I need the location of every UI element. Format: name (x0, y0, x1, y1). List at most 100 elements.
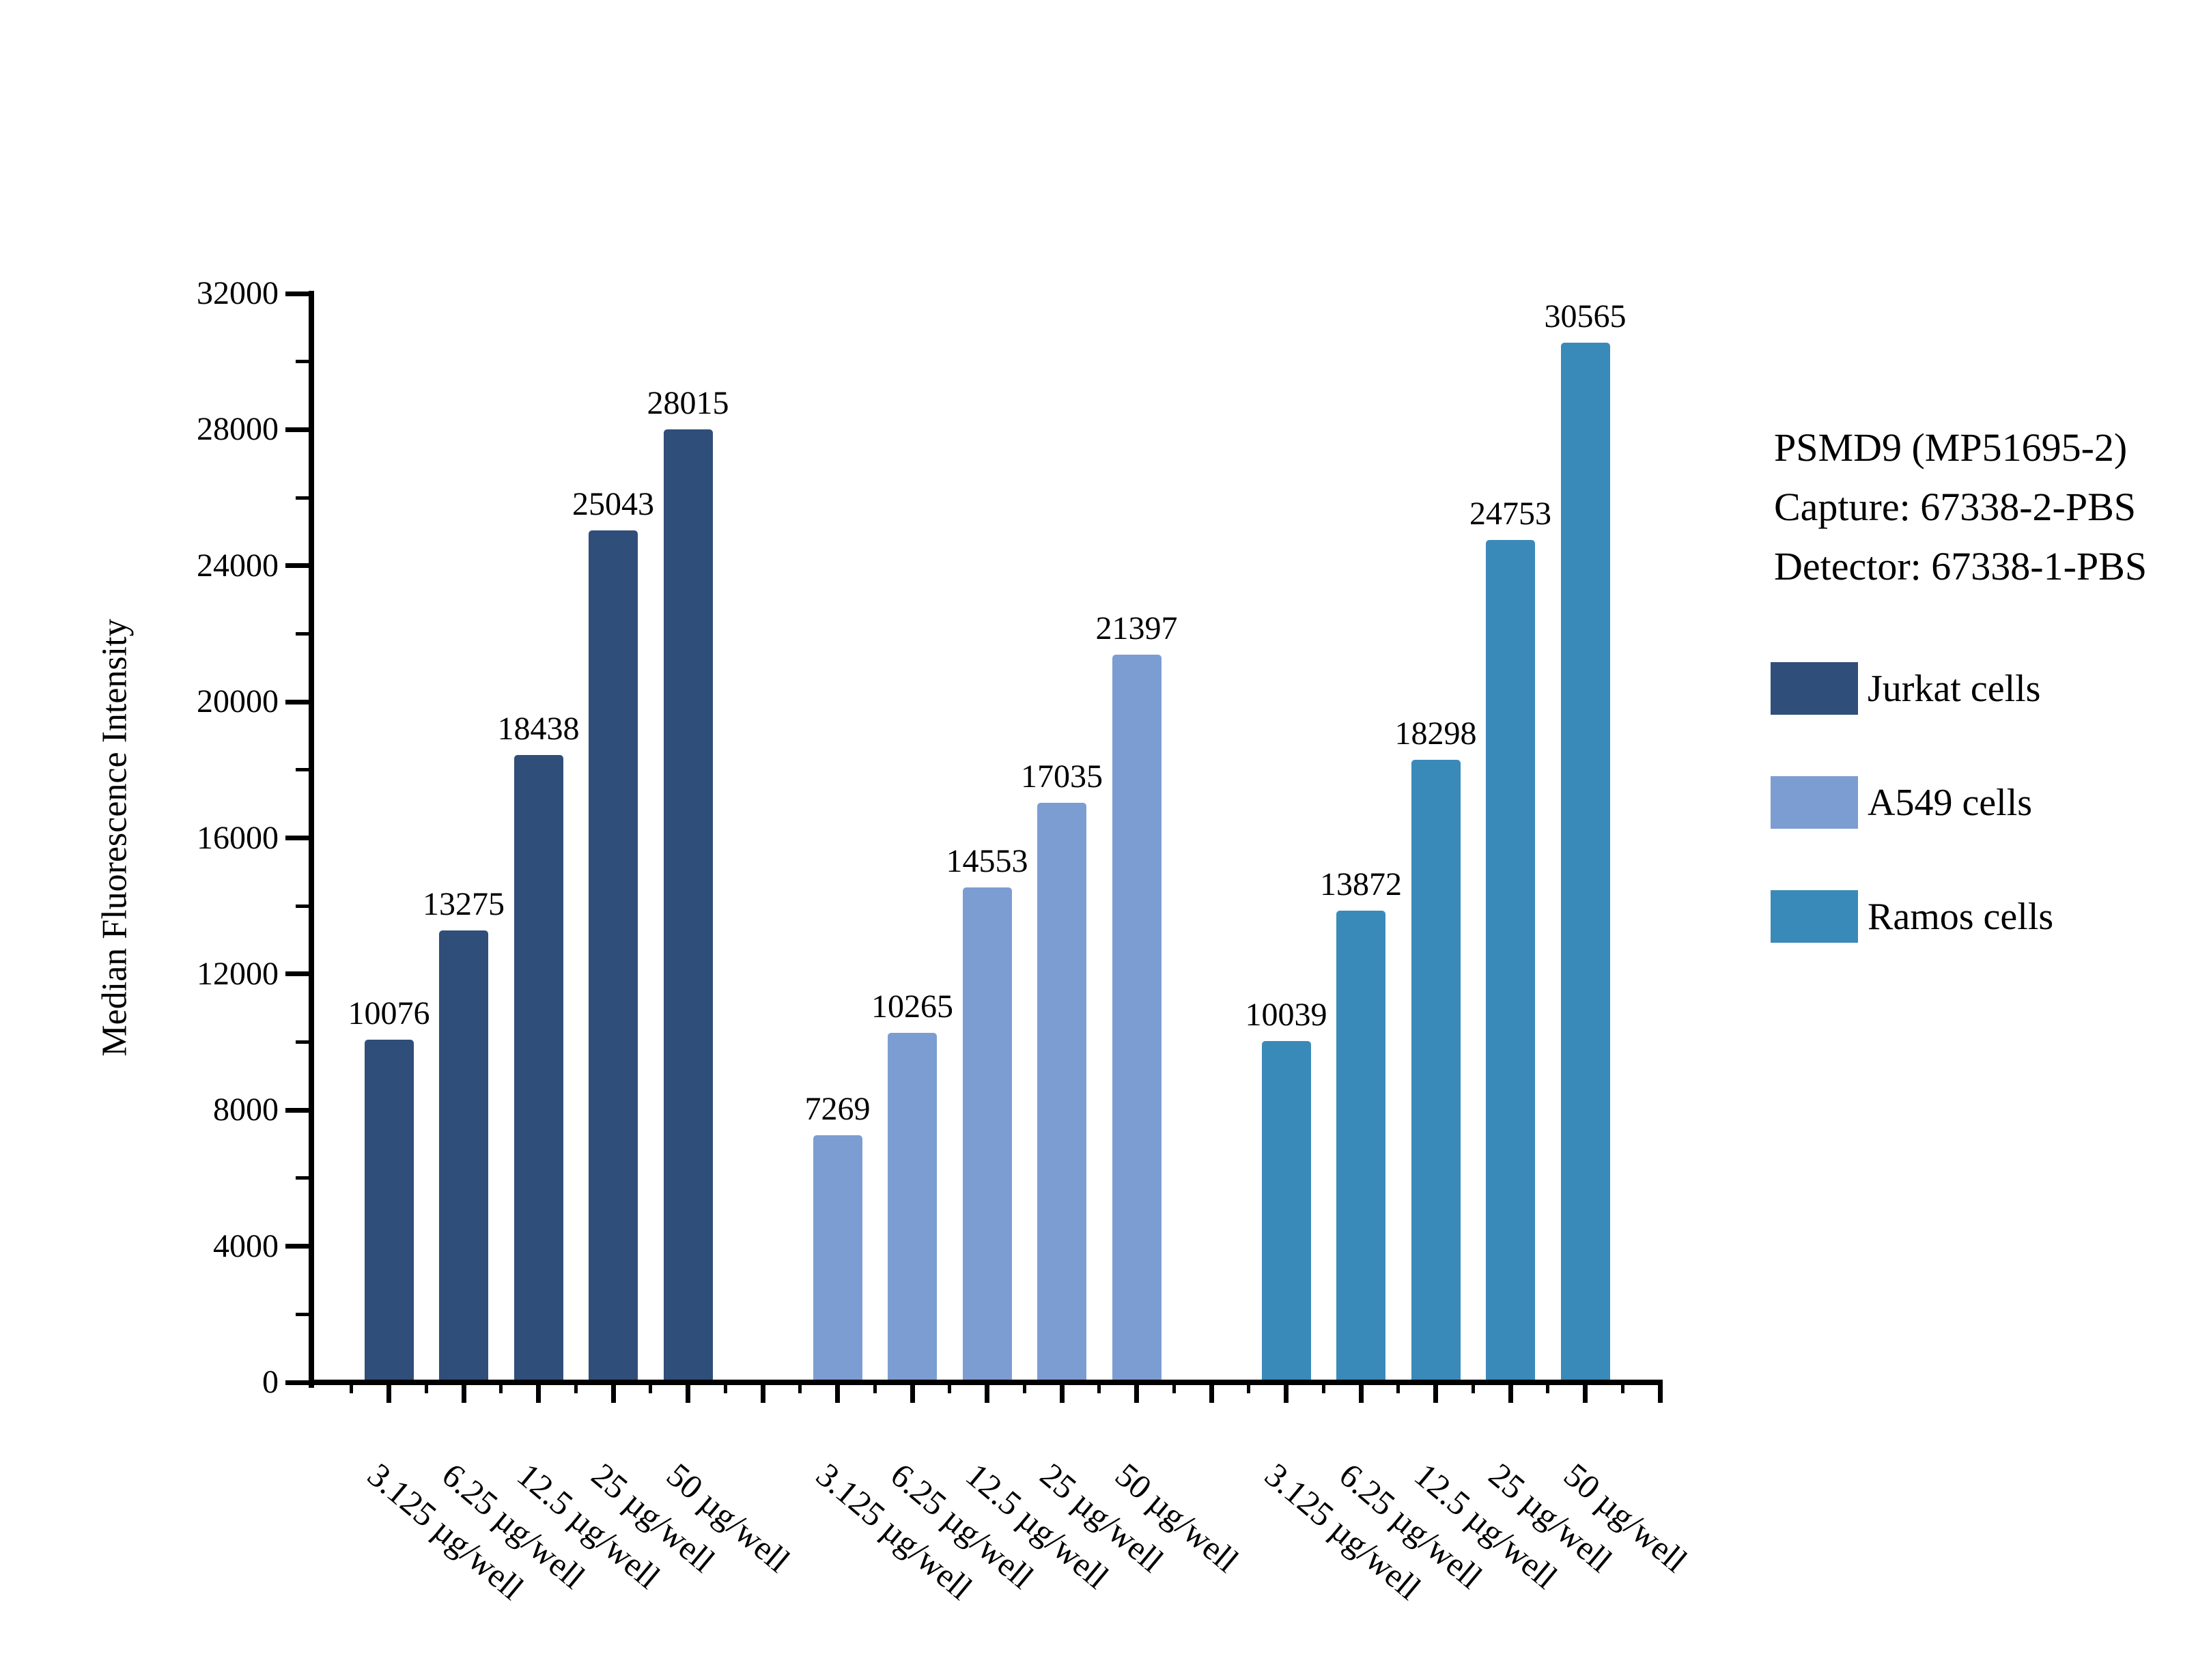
y-axis-minor-tick (296, 1040, 309, 1044)
annotation-line-title: PSMD9 (MP51695-2) (1774, 425, 2128, 470)
x-axis-minor-tick (1620, 1382, 1624, 1393)
bar-jurkat-3.125 µg/well (364, 1039, 414, 1382)
y-tick-label: 4000 (213, 1227, 279, 1264)
legend: Jurkat cells A549 cells Ramos cells (1771, 662, 2053, 1004)
x-axis-minor-tick (1022, 1382, 1026, 1393)
x-axis-minor-tick (1396, 1382, 1400, 1393)
legend-label-a549: A549 cells (1868, 781, 2033, 824)
x-axis-major-tick (686, 1382, 690, 1403)
y-tick-label: 28000 (197, 411, 279, 448)
x-axis-minor-tick (499, 1382, 503, 1393)
legend-swatch-a549 (1771, 776, 1858, 829)
bar-value-label: 28015 (647, 384, 729, 421)
y-axis-minor-tick (296, 768, 309, 772)
x-axis-major-tick (1433, 1382, 1438, 1403)
bar-value-label: 21397 (1095, 610, 1178, 646)
bar-value-label: 7269 (804, 1090, 871, 1127)
x-axis-spine (309, 1380, 1663, 1385)
y-tick-label: 32000 (197, 275, 279, 311)
bar-jurkat-25 µg/well (589, 530, 638, 1382)
legend-item-jurkat: Jurkat cells (1771, 662, 2053, 715)
x-axis-major-tick (1134, 1382, 1139, 1403)
x-axis-minor-tick (574, 1382, 578, 1393)
legend-label-jurkat: Jurkat cells (1868, 667, 2041, 710)
y-axis-major-tick (285, 1244, 309, 1249)
y-axis-major-tick (285, 291, 309, 296)
y-axis-minor-tick (296, 904, 309, 908)
x-axis-major-tick (461, 1382, 466, 1403)
annotation-line-capture: Capture: 67338-2-PBS (1774, 485, 2137, 529)
y-tick-label: 24000 (197, 547, 279, 584)
x-axis-minor-tick (1247, 1382, 1251, 1393)
bar-jurkat-6.25 µg/well (439, 930, 488, 1382)
bar-value-label: 18298 (1394, 715, 1477, 752)
bar-value-label: 30565 (1544, 298, 1627, 334)
bar-a549-12.5 µg/well (962, 887, 1012, 1382)
y-tick-label: 16000 (197, 819, 279, 856)
x-axis-major-tick (1284, 1382, 1289, 1403)
y-axis-major-tick (285, 699, 309, 704)
legend-label-ramos: Ramos cells (1868, 895, 2054, 938)
x-axis-minor-tick (1321, 1382, 1325, 1393)
bar-value-label: 25043 (572, 485, 654, 522)
bar-a549-6.25 µg/well (888, 1033, 937, 1382)
y-axis-major-tick (285, 971, 309, 977)
y-axis-title: Median Fluorescence Intensity (95, 618, 135, 1057)
legend-swatch-jurkat (1771, 662, 1858, 715)
bar-ramos-6.25 µg/well (1336, 910, 1385, 1382)
x-axis-major-tick (1583, 1382, 1588, 1403)
x-axis-major-tick (910, 1382, 915, 1403)
y-axis-major-tick (285, 1380, 309, 1385)
bar-ramos-50 µg/well (1560, 342, 1610, 1382)
annotation-block: PSMD9 (MP51695-2) Capture: 67338-2-PBS D… (1774, 418, 2147, 596)
x-axis-minor-tick (1546, 1382, 1550, 1393)
x-axis-minor-tick (1097, 1382, 1101, 1393)
x-axis-major-tick (1657, 1382, 1663, 1403)
y-tick-label: 20000 (197, 683, 279, 720)
x-axis-major-tick (536, 1382, 541, 1403)
bar-ramos-12.5 µg/well (1411, 759, 1461, 1382)
x-axis-minor-tick (424, 1382, 428, 1393)
x-axis-minor-tick (873, 1382, 877, 1393)
legend-item-ramos: Ramos cells (1771, 890, 2053, 943)
x-axis-major-tick (985, 1382, 989, 1403)
y-axis-major-tick (285, 1107, 309, 1113)
y-axis-minor-tick (296, 1176, 309, 1180)
bar-a549-25 µg/well (1037, 802, 1086, 1382)
bar-ramos-25 µg/well (1486, 540, 1535, 1382)
bar-value-label: 24753 (1469, 496, 1551, 532)
legend-item-a549: A549 cells (1771, 776, 2053, 829)
x-axis-minor-tick (948, 1382, 952, 1393)
bar-value-label: 13275 (423, 886, 505, 923)
x-axis-major-tick (835, 1382, 840, 1403)
x-axis-major-tick (1209, 1382, 1214, 1403)
bar-value-label: 13872 (1320, 866, 1402, 902)
y-tick-label: 12000 (197, 955, 279, 992)
x-axis-minor-tick (798, 1382, 802, 1393)
x-axis-minor-tick (649, 1382, 653, 1393)
legend-swatch-ramos (1771, 890, 1858, 943)
y-tick-label: 0 (262, 1364, 279, 1400)
x-axis-major-tick (610, 1382, 616, 1403)
x-axis-minor-tick (1172, 1382, 1176, 1393)
y-axis-major-tick (285, 563, 309, 569)
x-axis-minor-tick (1471, 1382, 1475, 1393)
annotation-line-detector: Detector: 67338-1-PBS (1774, 544, 2148, 588)
x-axis-major-tick (1508, 1382, 1513, 1403)
y-axis-major-tick (285, 836, 309, 840)
x-axis-minor-tick (350, 1382, 354, 1393)
y-axis-spine (309, 291, 314, 1388)
x-axis-major-tick (760, 1382, 765, 1403)
y-axis-minor-tick (296, 496, 309, 500)
bar-jurkat-50 µg/well (663, 429, 713, 1382)
bar-value-label: 18438 (497, 710, 580, 747)
bar-a549-3.125 µg/well (813, 1135, 862, 1382)
plot-area: 10076 13275 18438 25043 28015 7269 10265 14553 1… (285, 291, 1694, 1607)
bar-ramos-3.125 µg/well (1261, 1040, 1311, 1382)
bar-value-label: 17035 (1021, 758, 1103, 795)
y-axis-minor-tick (296, 1312, 309, 1316)
bar-value-label: 10265 (871, 988, 953, 1025)
y-axis-major-tick (285, 427, 309, 432)
y-axis-minor-tick (296, 360, 309, 364)
x-axis-major-tick (1059, 1382, 1065, 1403)
